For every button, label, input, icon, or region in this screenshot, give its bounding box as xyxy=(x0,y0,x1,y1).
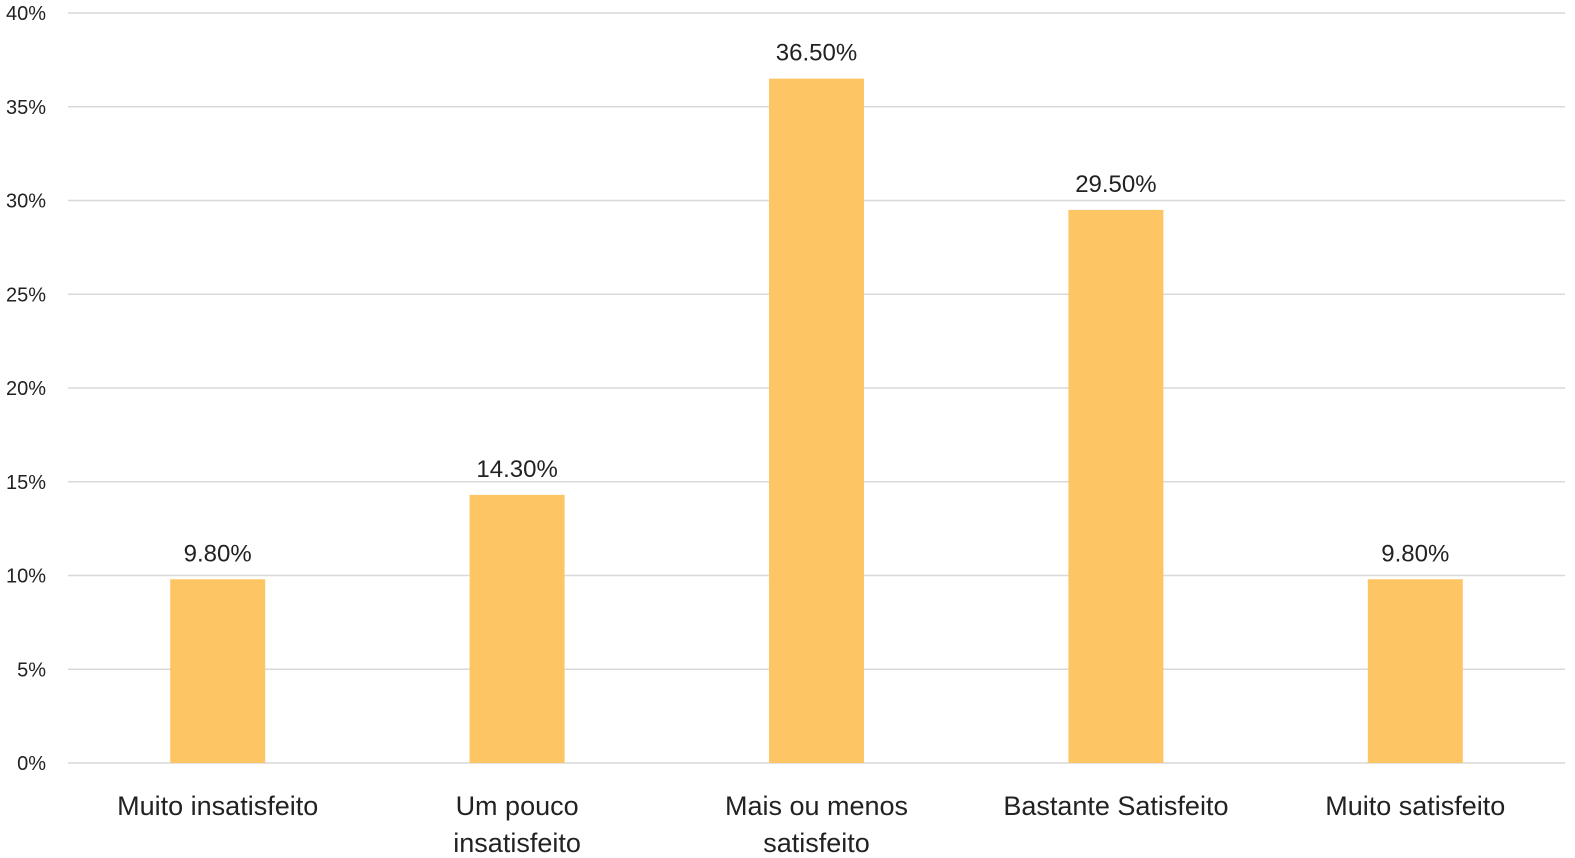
bar xyxy=(170,579,266,763)
y-tick-label: 40% xyxy=(6,3,46,25)
x-tick-label: Bastante Satisfeito xyxy=(1003,791,1228,821)
bar xyxy=(769,78,864,763)
bar xyxy=(1367,579,1463,763)
y-tick-label: 30% xyxy=(6,191,46,213)
x-tick-label: Muito insatisfeito xyxy=(117,791,318,821)
y-tick-label: 0% xyxy=(17,753,46,775)
data-label: 36.50% xyxy=(776,40,857,67)
x-axis-category-labels: Muito insatisfeito Um pouco insatisfeito Ma… xyxy=(117,791,1505,858)
data-label: 9.80% xyxy=(184,540,252,567)
y-tick-label: 35% xyxy=(6,97,46,119)
y-tick-label: 5% xyxy=(17,659,46,681)
data-labels: 9.80% 14.30% 36.50% 29.50% 9.80% xyxy=(184,40,1450,568)
bar xyxy=(1068,209,1164,763)
x-tick-label: Um pouco insatisfeito xyxy=(453,791,581,858)
bar xyxy=(469,494,565,763)
x-tick-label: Muito satisfeito xyxy=(1325,791,1505,821)
data-label: 29.50% xyxy=(1075,171,1156,198)
y-tick-label: 25% xyxy=(6,284,46,306)
y-tick-label: 10% xyxy=(6,566,46,588)
y-tick-label: 15% xyxy=(6,472,46,494)
y-tick-label: 20% xyxy=(6,378,46,400)
y-axis-tick-labels: 0% 5% 10% 15% 20% 25% 30% 35% 40% xyxy=(6,3,46,775)
bars xyxy=(170,78,1463,763)
data-label: 9.80% xyxy=(1381,540,1449,567)
data-label: 14.30% xyxy=(476,456,557,483)
x-tick-label: Mais ou menos satisfeito xyxy=(725,791,908,858)
